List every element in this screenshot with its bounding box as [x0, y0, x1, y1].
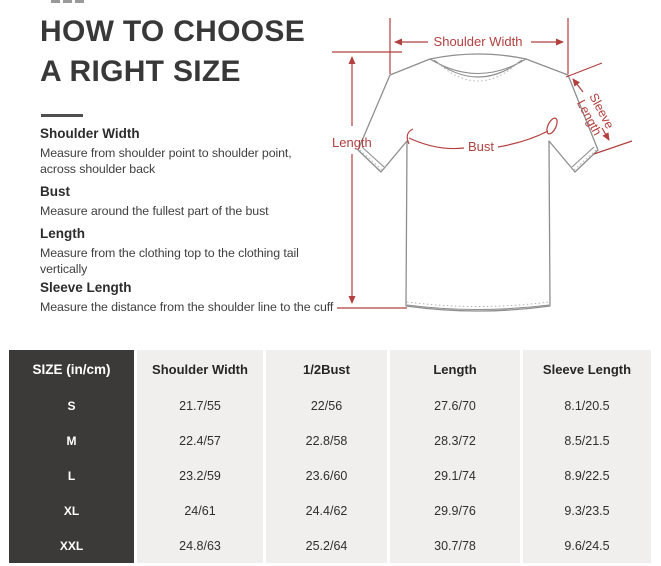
section-body-line: Measure the distance from the shoulder l…: [40, 300, 334, 314]
table-header-shoulder-width: Shoulder Width: [137, 350, 263, 388]
table-header-half-bust: 1/2Bust: [266, 350, 387, 388]
table-cell: 24.8/63: [137, 528, 263, 563]
page-title: HOW TO CHOOSE A RIGHT SIZE: [40, 12, 305, 92]
size-table: SIZE (in/cm) Shoulder Width 1/2Bust Leng…: [9, 350, 651, 563]
section-bust: Bust Measure around the fullest part of …: [40, 184, 340, 220]
artifact-mark: [63, 0, 72, 3]
section-body-line: across shoulder back: [40, 161, 156, 176]
page-title-line1: HOW TO CHOOSE: [40, 15, 306, 48]
section-heading: Length: [40, 226, 85, 241]
table-cell: 23.2/59: [137, 458, 263, 493]
section-heading: Bust: [40, 184, 70, 199]
table-cell: 23.6/60: [266, 458, 387, 493]
size-label-xl: XL: [9, 493, 134, 528]
table-header-size: SIZE (in/cm): [9, 350, 134, 388]
section-body-line: Measure from the clothing top to the clo…: [40, 246, 299, 260]
table-header-sleeve-length: Sleeve Length: [523, 350, 651, 388]
table-cell: 8.1/20.5: [523, 388, 651, 423]
section-sleeve-length: Sleeve Length Measure the distance from …: [40, 280, 340, 316]
size-label-m: M: [9, 423, 134, 458]
table-cell: 22.8/58: [266, 423, 387, 458]
table-cell: 21.7/55: [137, 388, 263, 423]
section-heading: Sleeve Length: [40, 280, 132, 295]
section-shoulder-width: Shoulder Width Measure from shoulder poi…: [40, 126, 340, 177]
bust-label: Bust: [468, 139, 494, 154]
table-cell: 24/61: [137, 493, 263, 528]
table-cell: 24.4/62: [266, 493, 387, 528]
size-label-l: L: [9, 458, 134, 493]
section-length: Length Measure from the clothing top to …: [40, 226, 340, 277]
cropped-artifact: [51, 0, 84, 3]
shoulder-width-annotation: Shoulder Width: [389, 18, 569, 74]
page-title-line2: A RIGHT SIZE: [40, 55, 241, 88]
section-heading: Shoulder Width: [40, 126, 140, 141]
section-body-line: vertically: [40, 261, 88, 276]
tshirt-measurement-diagram: Shoulder Width Length Bust Sleeve Length: [332, 18, 633, 312]
table-cell: 25.2/64: [266, 528, 387, 563]
tshirt-outline: [357, 53, 599, 312]
table-cell: 29.9/76: [390, 493, 520, 528]
table-cell: 28.3/72: [390, 423, 520, 458]
section-body-line: Measure from shoulder point to shoulder …: [40, 146, 292, 160]
table-cell: 8.5/21.5: [523, 423, 651, 458]
table-cell: 22/56: [266, 388, 387, 423]
table-cell: 27.6/70: [390, 388, 520, 423]
section-body-line: Measure around the fullest part of the b…: [40, 204, 269, 218]
size-label-s: S: [9, 388, 134, 423]
artifact-mark: [75, 0, 84, 3]
table-cell: 9.3/23.5: [523, 493, 651, 528]
length-label: Length: [332, 135, 372, 150]
artifact-mark: [51, 0, 60, 3]
length-annotation: Length: [332, 51, 407, 309]
bust-annotation: Bust: [406, 117, 558, 154]
title-divider: [41, 114, 83, 117]
table-header-length: Length: [390, 350, 520, 388]
table-cell: 30.7/78: [390, 528, 520, 563]
size-label-xxl: XXL: [9, 528, 134, 563]
table-cell: 8.9/22.5: [523, 458, 651, 493]
table-cell: 9.6/24.5: [523, 528, 651, 563]
shoulder-width-label: Shoulder Width: [434, 34, 523, 49]
table-cell: 29.1/74: [390, 458, 520, 493]
table-cell: 22.4/57: [137, 423, 263, 458]
